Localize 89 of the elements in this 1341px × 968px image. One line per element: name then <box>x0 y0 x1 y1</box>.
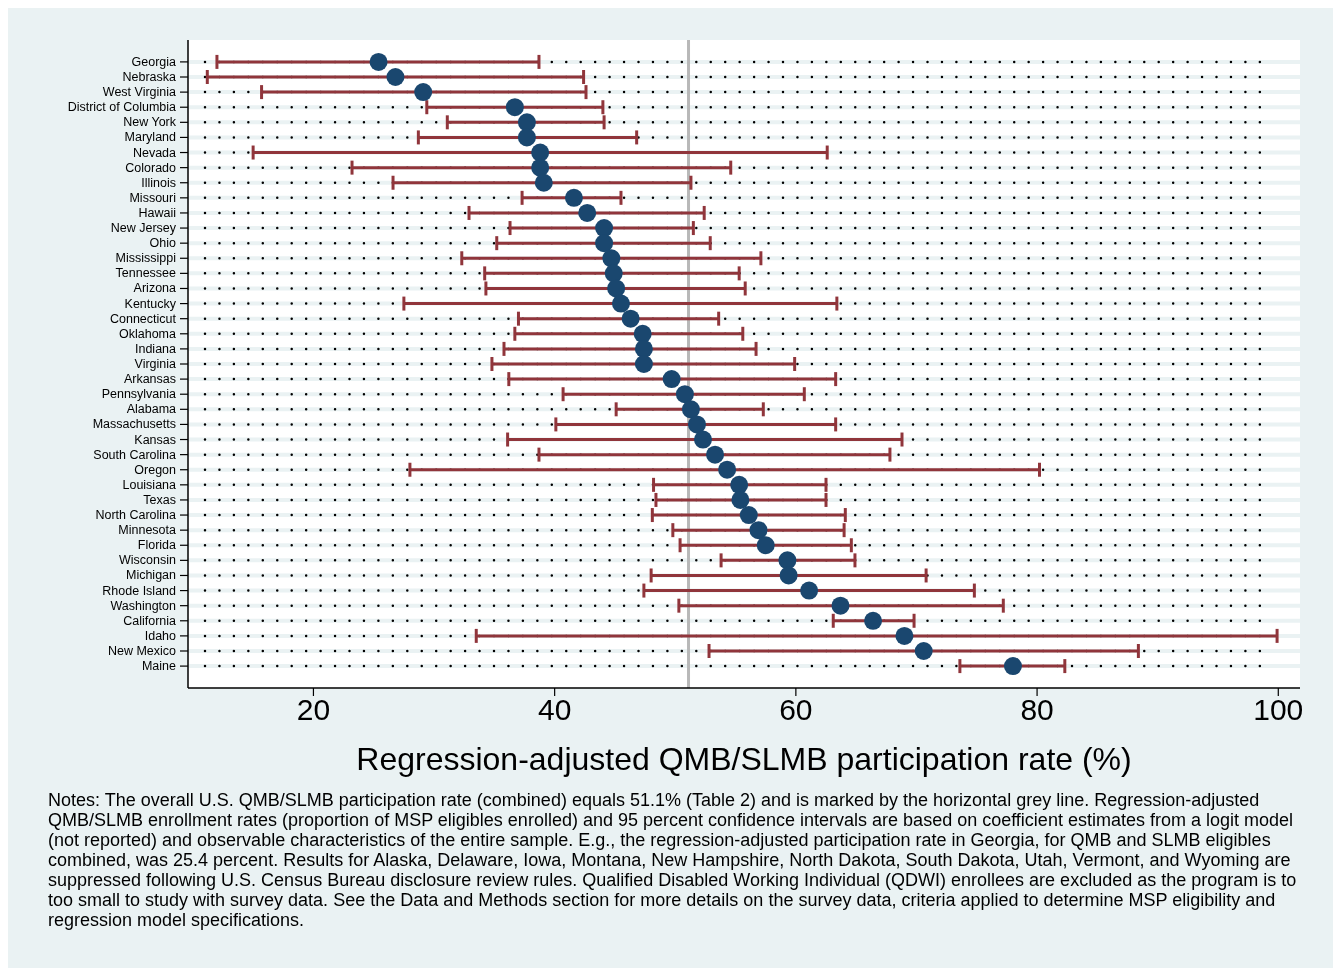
y-tick-label: Oregon <box>134 462 177 477</box>
point <box>595 219 614 238</box>
y-tick-label: Georgia <box>131 54 177 69</box>
y-tick-label: Texas <box>143 492 176 507</box>
y-tick-label: Connecticut <box>109 311 177 326</box>
point <box>756 536 775 555</box>
y-tick-label: Nevada <box>132 145 177 160</box>
point <box>1003 657 1022 676</box>
point <box>604 264 623 283</box>
y-tick-label: Idaho <box>144 628 177 643</box>
point <box>831 596 850 615</box>
point <box>634 355 653 373</box>
x-tick-label: 20 <box>296 693 331 726</box>
point <box>662 370 681 389</box>
y-tick-label: Virginia <box>134 357 177 371</box>
y-tick-label: California <box>123 613 177 628</box>
point <box>531 143 550 162</box>
y-tick-label: West Virginia <box>102 85 177 100</box>
point <box>718 460 737 479</box>
point <box>505 98 524 117</box>
point <box>534 173 553 192</box>
y-tick-label: New Mexico <box>107 643 177 658</box>
y-tick-label: Pennsylvania <box>101 387 177 402</box>
y-tick-label: Alabama <box>126 402 177 417</box>
y-tick-label: Tennessee <box>115 266 177 281</box>
y-tick-label: Kansas <box>134 432 176 447</box>
point <box>517 128 536 147</box>
x-tick-label: 60 <box>779 693 813 726</box>
point <box>693 430 712 449</box>
point <box>386 68 405 87</box>
y-tick-label: North Carolina <box>95 508 177 523</box>
x-tick-label: 40 <box>537 693 572 726</box>
point <box>517 113 536 132</box>
y-tick-label: Hawaii <box>138 205 176 220</box>
y-tick-label: Minnesota <box>118 523 177 538</box>
point <box>578 203 597 222</box>
point <box>621 309 640 328</box>
point <box>730 475 749 494</box>
y-tick-label: New Jersey <box>110 221 177 236</box>
point <box>895 626 914 645</box>
point <box>602 249 621 268</box>
point <box>779 566 798 585</box>
point <box>531 158 550 177</box>
point <box>595 234 614 253</box>
y-tick-label: Arkansas <box>123 372 176 387</box>
y-tick-label: Colorado <box>125 160 177 175</box>
x-tick-label: 80 <box>1020 693 1054 726</box>
y-tick-label: Michigan <box>125 568 177 583</box>
point <box>611 294 630 313</box>
x-axis-title: Regression-adjusted QMB/SLMB participation rate (%) <box>356 741 1132 777</box>
y-tick-label: Oklahoma <box>119 326 177 341</box>
y-tick-label: Louisiana <box>122 477 177 492</box>
y-tick-label: District of Columbia <box>67 100 177 115</box>
y-tick-label: Wisconsin <box>119 553 177 568</box>
point <box>564 188 583 207</box>
y-tick-label: Arizona <box>133 281 177 296</box>
point <box>778 551 797 570</box>
text: Notes: The overall U.S. QMB/SLMB participation rate (combined) equals 51.1% (Table 2) and is marked by the horizontal grey line. Regression-adjusted QMB/SLMB enrollment rates (proportion of MSP eligibles enrolled) and 95 percent confidence intervals are based on coefficient estimates from a logit model (not reported) and observable characteristics of the entire sample. E.g., the regression-adjusted participation rate in Georgia, for QMB and SLMB eligibles combined, was 25.4 percent. Results for Alaska, Delaware, Iowa, Montana, New Hampshire, North Dakota, South Dakota, Utah, Vermont, and Wyoming are suppressed following U.S. Census Bureau disclosure review rules. Qualified Disabled Working Individual (QDWI) enrollees are excluded as the program is to too small to study with survey data. See the Data and Methods section for more details on the survey data, criteria applied to determine MSP eligibility and regression model specifications. <box>48 790 1297 930</box>
x-tick-label: 100 <box>1253 693 1304 726</box>
y-tick-label: Nebraska <box>122 70 177 85</box>
y-tick-label: Washington <box>110 598 177 613</box>
point <box>864 611 883 630</box>
point <box>369 52 388 71</box>
point <box>731 490 750 509</box>
point <box>633 324 652 343</box>
y-tick-label: Missouri <box>129 190 176 205</box>
point <box>607 279 626 298</box>
point <box>749 521 768 540</box>
point <box>800 581 819 600</box>
y-tick-label: Massachusetts <box>92 417 176 432</box>
y-tick-label: Rhode Island <box>102 583 177 598</box>
y-tick-label: Maryland <box>124 130 177 145</box>
y-tick-label: Maine <box>141 659 177 674</box>
point <box>706 445 725 464</box>
point <box>675 385 694 404</box>
y-tick-label: Kentucky <box>124 296 177 311</box>
point <box>681 400 700 419</box>
y-tick-label: Florida <box>137 538 177 553</box>
point <box>634 339 653 358</box>
y-tick-label: Illinois <box>141 175 176 190</box>
point <box>414 83 433 102</box>
point <box>687 415 706 434</box>
y-tick-label: Ohio <box>149 236 177 251</box>
point <box>739 506 758 525</box>
y-tick-label: Mississippi <box>115 251 176 266</box>
point <box>914 641 933 660</box>
y-tick-label: Indiana <box>134 341 177 356</box>
y-tick-label: South Carolina <box>93 447 177 462</box>
y-tick-label: New York <box>123 115 177 130</box>
